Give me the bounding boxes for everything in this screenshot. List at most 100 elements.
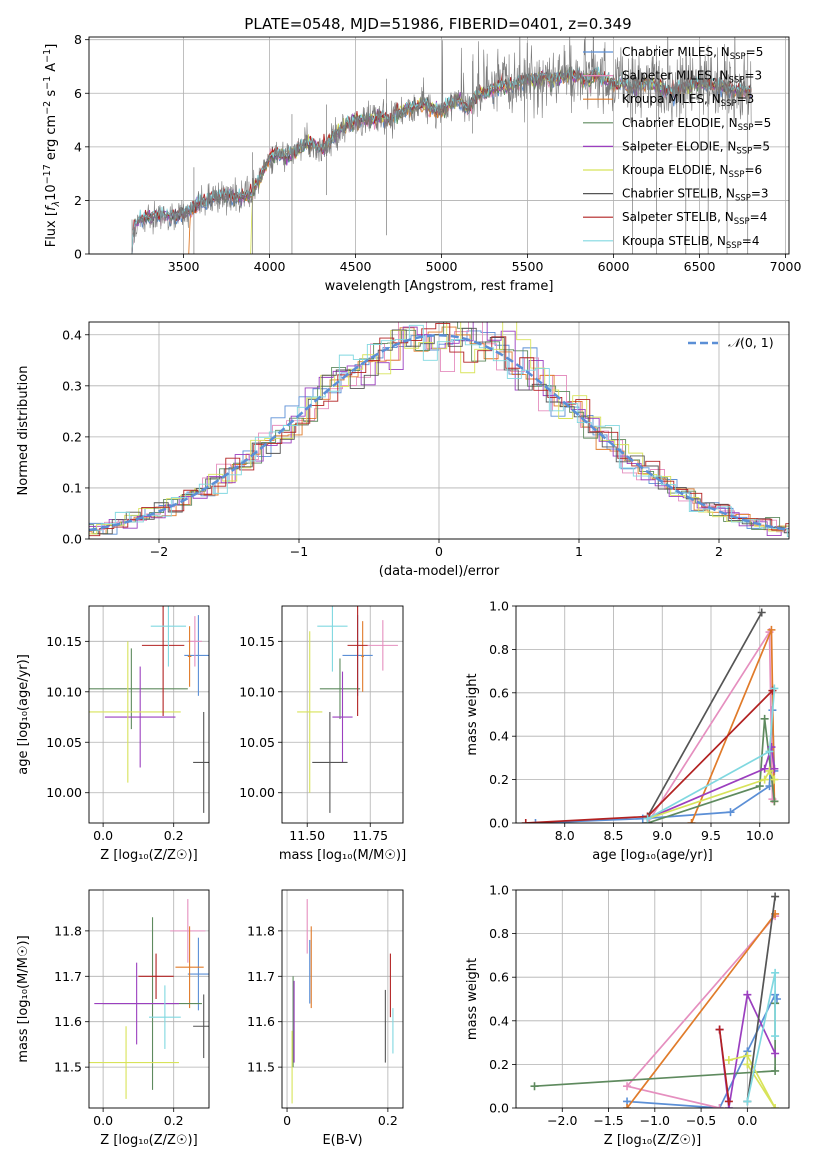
legend-entry-count: =6 [744,163,762,177]
weight-marker-s9 [771,968,780,977]
observed-spectrum [131,37,752,254]
age-vs-Z-chart: 0.0 0.2 10.00 10.05 10.10 10.15 Z [log₁₀(Z/Z☉)… [16,605,210,863]
y-tick-label: 11.8 [247,923,275,938]
legend-entry-name: Chabrier ELODIE, N [622,116,738,130]
legend-entry-sub: SSP [736,146,752,156]
spectrum-chart: 3500 4000 4500 5000 5500 6000 6500 7000 0 2 4 6 8 wav… [42,32,802,294]
y-tick-label: 11.6 [247,1014,275,1029]
y-label-part: −1 [42,76,53,90]
x-axis-label: age [log₁₀(age/yr)] [592,848,713,863]
weight-lines [530,892,781,1108]
legend-entry: Salpeter ELODIE, NSSP=5 [622,139,770,156]
weight-vs-Z-chart: −2.0 −1.5 −1.0 −0.5 0.0 0.0 0.2 0.4 0.6 0.8 1.0 Z [… [465,883,790,1148]
weight-line-s7 [646,612,763,817]
x-tick-label: 0.0 [93,1113,113,1128]
y-axis-label: mass weight [465,958,480,1040]
weight-marker-s4 [760,714,769,723]
weight-marker-s4 [530,1082,539,1091]
y-tick-label: 1.0 [489,599,509,614]
legend-entry-count: =3 [737,92,755,106]
y-tick-label: 11.5 [54,1060,82,1075]
legend-entry-name: Salpeter STELIB, N [622,210,734,224]
legend-entry-sub: SSP [738,123,754,133]
grid [516,889,789,1109]
weight-marker-s9 [765,747,774,756]
y-label-part: −2 [42,101,53,115]
histograms [89,322,789,537]
weight-marker-s5 [771,1049,780,1058]
y-tick-label: 10.10 [46,684,82,699]
legend-args: (0, 1) [740,335,774,350]
weight-line-s1 [535,710,776,823]
y-axis-label: Normed distribution [16,366,31,496]
weight-marker-s4 [755,782,764,791]
mass-vs-EBV-chart: 0 0.2 11.5 11.6 11.7 11.8 E(B-V) [247,889,404,1148]
y-tick-label: 0.6 [489,970,509,985]
y-tick-label: 10.00 [239,785,275,800]
legend-entry-name: Kroupa STELIB, N [622,234,726,248]
x-tick-label: −1.0 [640,1113,670,1128]
weight-marker-s2 [715,1104,724,1108]
figure-title: PLATE=0548, MJD=51986, FIBERID=0401, z=0… [244,15,631,33]
y-label-part: f [44,204,59,211]
legend-entry-sub: SSP [729,170,745,180]
y-tick-label: 0.8 [489,926,509,941]
legend-entry-sub: SSP [729,76,745,86]
weight-marker-s6 [743,1060,752,1069]
legend-entry-count: =5 [752,139,770,153]
x-tick-label: 1 [575,544,583,559]
weight-marker-s2 [623,1082,632,1091]
y-tick-label: 0.2 [489,772,509,787]
weight-marker-s5 [743,990,752,999]
weight-marker-s9 [743,1097,752,1106]
histogram-s7 [89,327,789,535]
weight-line-s5 [647,746,776,820]
y-tick-label: 11.8 [54,923,82,938]
weight-lines [521,608,779,823]
y-label-part: Flux [ [44,211,59,247]
residuals-chart: −2 −1 0 1 2 0.0 0.1 0.2 0.3 0.4 (data-model)/error… [16,321,790,579]
legend-entry: Salpeter MILES, NSSP=3 [622,69,762,86]
histogram-s3 [89,326,789,535]
legend-entry-sub: SSP [735,194,751,204]
x-axis-label: Z [log₁₀(Z/Z☉)] [100,848,197,863]
x-tick-label: −2.0 [547,1113,577,1128]
weight-line-s8 [718,1029,730,1102]
legend-entry-count: =3 [751,187,769,201]
weight-marker-s7 [757,608,766,617]
axes-frame [88,889,210,1109]
y-tick-label: 4 [74,139,82,154]
weight-line-s3 [626,913,776,1108]
legend-entry-sub: SSP [734,217,750,227]
weight-line-s6 [728,1054,776,1108]
weight-marker-s1 [726,808,735,817]
y-label-part: s [44,90,59,101]
y-label-part: ] [44,44,59,49]
weight-line-s7 [746,896,776,1102]
legend-entry: Kroupa MILES, NSSP=3 [622,92,754,109]
legend-entry-name: Chabrier STELIB, N [622,187,735,201]
weight-marker-s1 [531,819,540,823]
plots-layer: 3500 4000 4500 5000 5500 6000 6500 7000 0 2 4 6 8 wav… [16,32,802,1148]
y-label-part: erg cm [44,115,59,164]
legend-entry: Chabrier MILES, NSSP=5 [622,45,763,62]
y-axis-label: mass weight [465,673,480,755]
errorbars [291,899,394,1104]
y-tick-label: 2 [74,193,82,208]
legend-entry-count: =5 [754,116,772,130]
weight-line-s8 [525,690,774,823]
weight-marker-s8 [521,819,530,823]
weight-marker-s7 [771,892,780,901]
y-axis-label: mass [log₁₀(M/M☉)] [16,935,31,1062]
grid [89,322,789,540]
legend-entry: Chabrier STELIB, NSSP=3 [622,187,769,204]
y-tick-label: 0.6 [489,685,509,700]
weight-marker-s3 [767,625,776,634]
y-tick-label: 0.2 [62,429,82,444]
weight-marker-s6 [770,775,779,784]
legend-entry-count: =4 [750,210,768,224]
axes-frame [515,889,790,1109]
grid [89,606,209,823]
weight-marker-s3 [687,819,696,823]
x-tick-label: 8.5 [604,828,624,843]
